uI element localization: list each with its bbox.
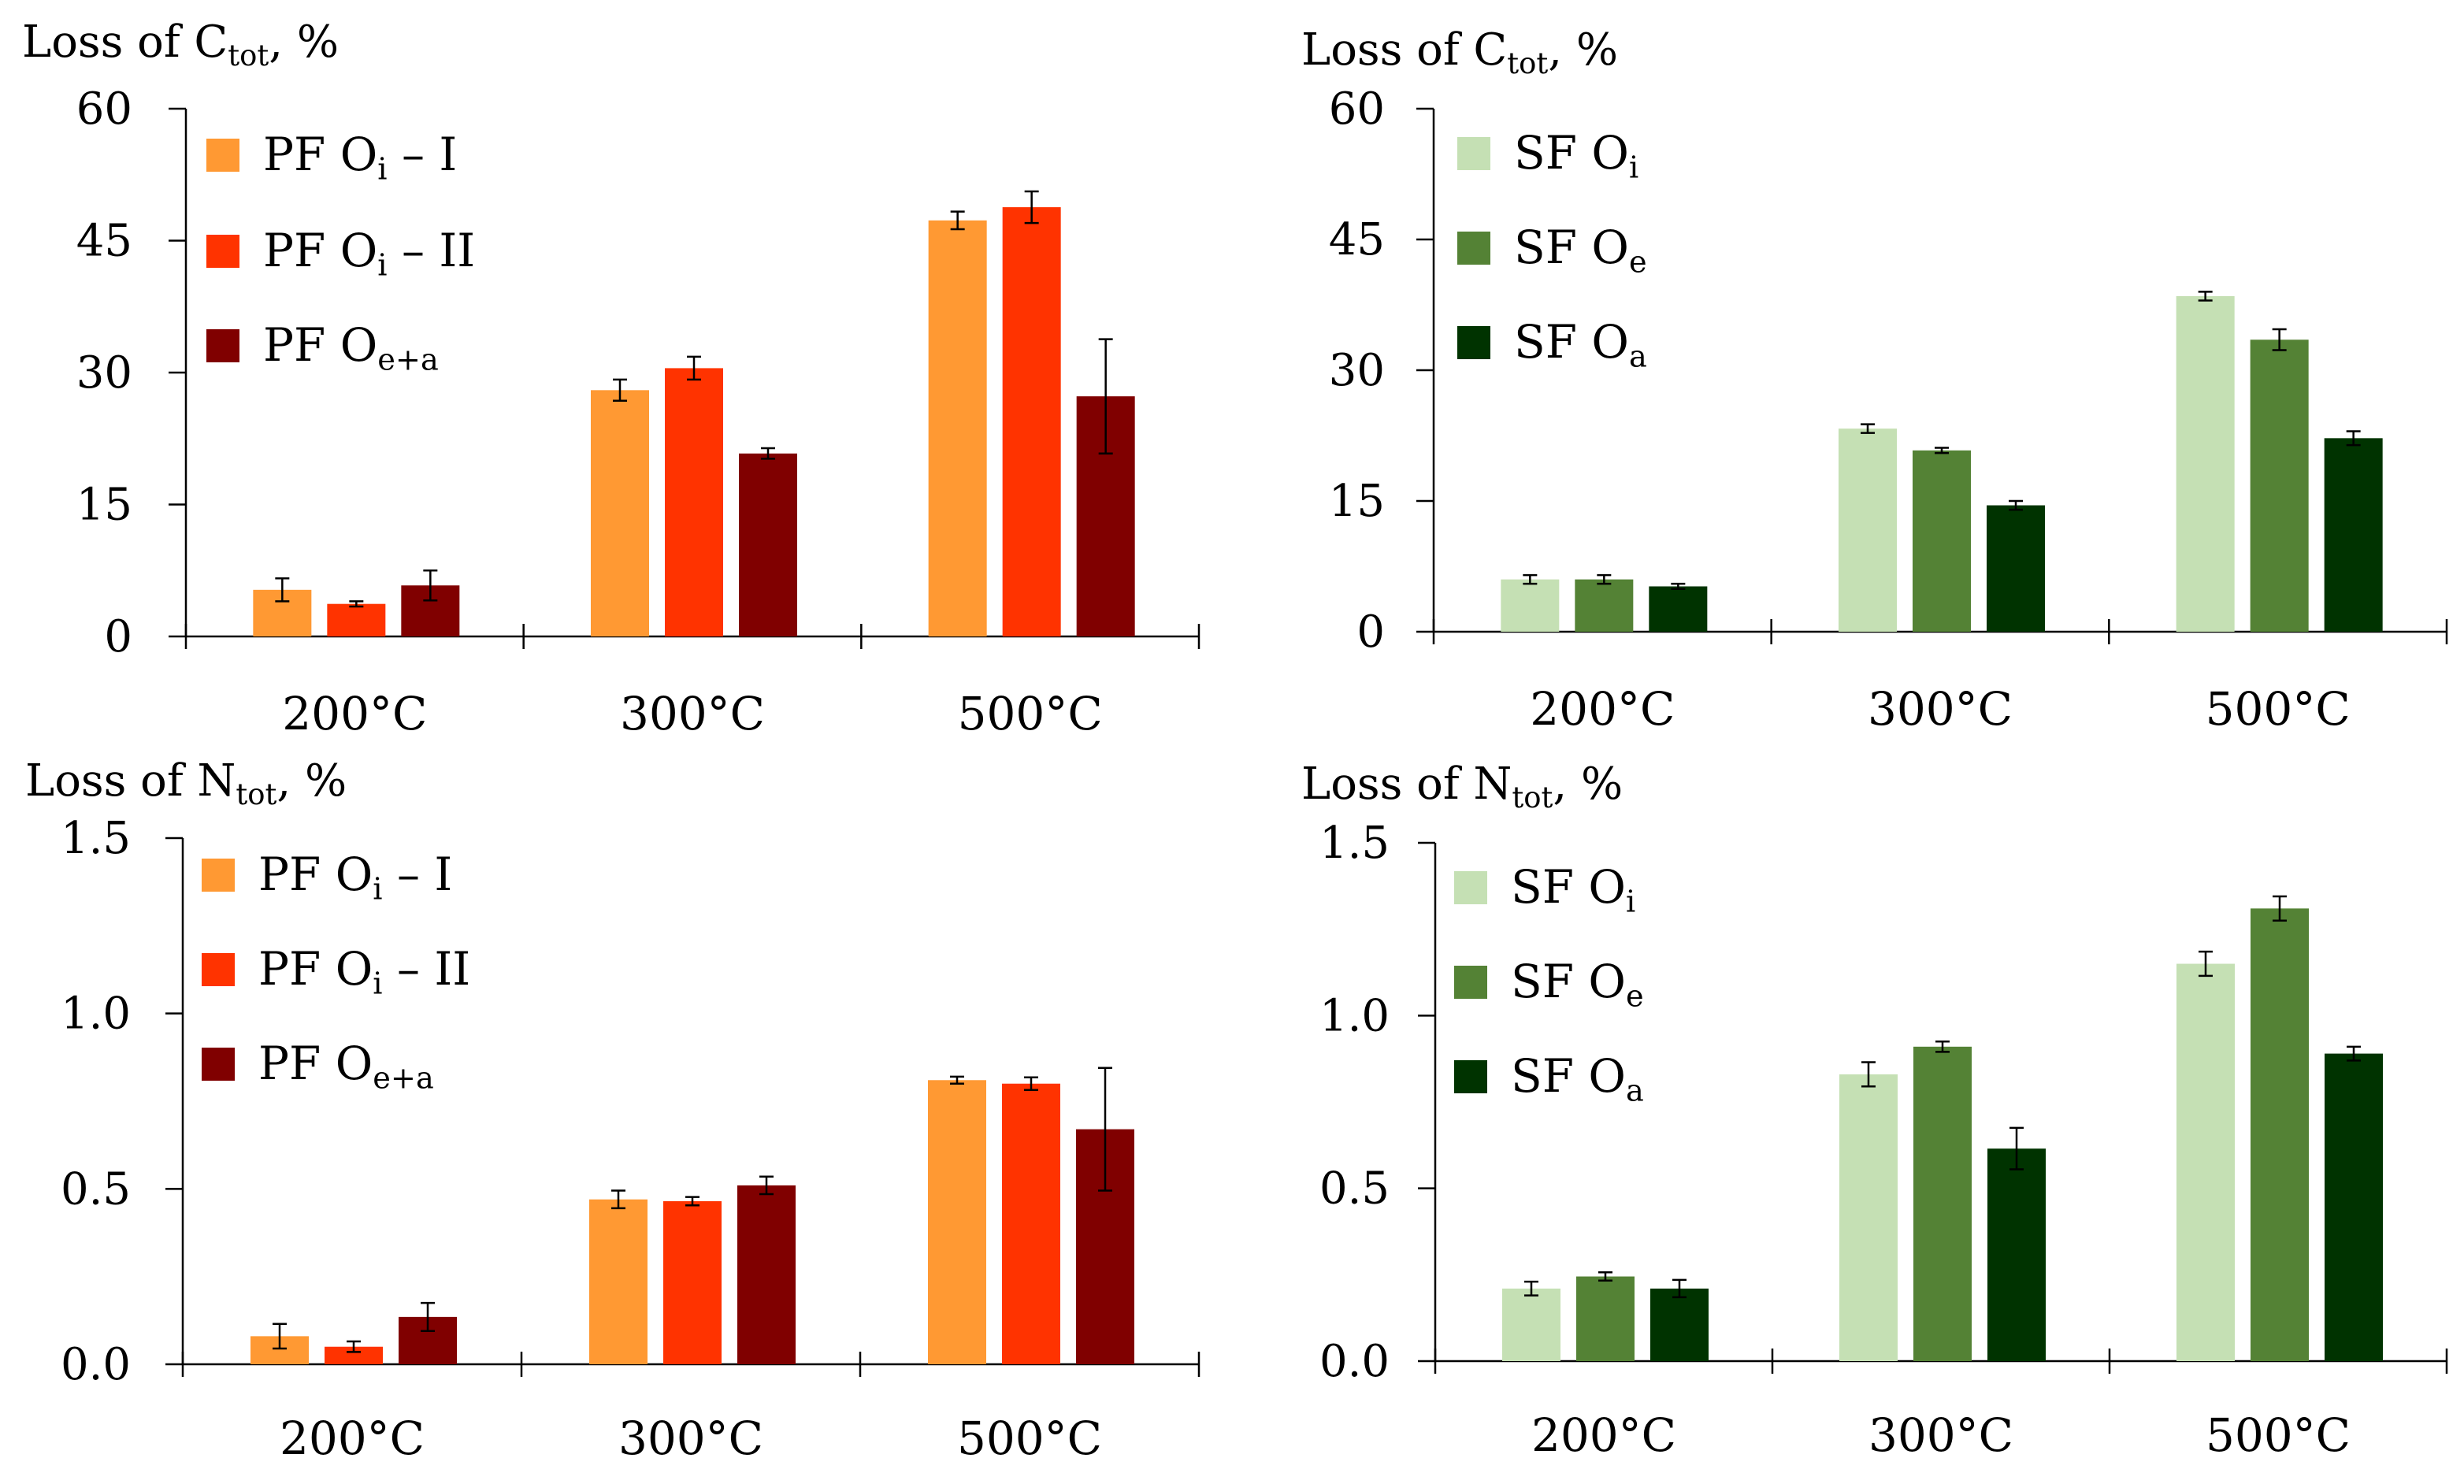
bar-2-2 (665, 368, 723, 636)
x-tick-label: 200°C (280, 1412, 425, 1465)
bar-1-1 (1501, 579, 1560, 632)
y-tick-label: 1.0 (61, 989, 131, 1040)
bar-2-1 (1576, 1276, 1635, 1361)
x-tick-label: 300°C (1868, 1408, 2013, 1462)
x-tick-label: 300°C (1868, 682, 2013, 736)
y-tick-label: 0.0 (61, 1339, 131, 1390)
legend-swatch (1454, 966, 1487, 999)
bar-1-3 (928, 220, 987, 637)
y-tick-label: 30 (76, 347, 132, 399)
legend-label: SF Oa (1511, 1049, 1644, 1109)
x-tick-label: 300°C (620, 687, 765, 740)
x-tick-label: 500°C (2206, 682, 2351, 736)
legend-swatch (1457, 137, 1490, 170)
legend-label: SF Oe (1514, 221, 1647, 280)
chart-title: Loss of Ctot, % (22, 17, 339, 72)
legend: PF Oi – I PF Oi – II PF Oe+a (202, 848, 470, 1096)
bar-3-2 (739, 453, 797, 636)
x-tick-label: 500°C (958, 687, 1103, 740)
x-tick-label: 500°C (2206, 1408, 2351, 1462)
legend-label: PF Oe+a (263, 318, 439, 378)
bar-2-2 (1913, 1046, 1972, 1361)
legend-swatch (1457, 232, 1490, 265)
legend-label: SF Oe (1511, 955, 1644, 1015)
bar-3-1 (1650, 1288, 1709, 1361)
bar-2-1 (325, 1346, 383, 1364)
bar-3-2 (1987, 1148, 2046, 1361)
y-tick-label: 1.5 (61, 813, 131, 864)
y-tick-label: 45 (1329, 214, 1385, 265)
legend-label: PF Oi – II (258, 942, 470, 1002)
legend: PF Oi – I PF Oi – II PF Oe+a (206, 128, 475, 378)
chart-title: Loss of Ntot, % (25, 755, 347, 811)
y-tick-label: 0.0 (1319, 1336, 1390, 1387)
bar-3-3 (2325, 1053, 2383, 1361)
y-tick-label: 0.5 (1319, 1163, 1390, 1215)
legend-swatch (1454, 1060, 1487, 1093)
chart-c-pf: Loss of Ctot, % 0 15 30 45 60 200°C 300°C 500°C P… (22, 17, 1200, 740)
y-tick-label: 1.5 (1319, 818, 1390, 869)
legend-swatch (202, 953, 235, 986)
x-tick-label: 500°C (957, 1412, 1102, 1465)
bar-2-3 (2251, 908, 2309, 1361)
y-tick-label: 60 (1329, 83, 1385, 135)
bar-1-2 (1839, 1074, 1898, 1361)
legend-swatch (202, 1048, 235, 1081)
x-tick-label: 300°C (618, 1412, 763, 1465)
chart-n-sf: Loss of Ntot, % 0.0 0.5 1.0 1.5 200°C 300°C 500… (1301, 759, 2448, 1462)
y-tick-label: 15 (76, 480, 132, 531)
y-tick-label: 0 (1356, 607, 1385, 658)
bar-3-2 (737, 1185, 796, 1364)
legend-label: PF Oe+a (258, 1037, 434, 1096)
bar-1-2 (591, 390, 649, 636)
y-tick-label: 60 (76, 83, 132, 135)
x-tick-label: 200°C (1531, 1408, 1676, 1462)
legend-label: SF Oi (1514, 126, 1638, 186)
legend-swatch (1457, 326, 1490, 359)
y-tick-label: 15 (1329, 476, 1385, 527)
y-tick-label: 45 (76, 216, 132, 267)
bar-1-1 (1502, 1288, 1560, 1361)
legend: SF Oi SF Oe SF Oa (1457, 126, 1647, 375)
bar-2-2 (1913, 450, 1971, 632)
legend-label: PF Oi – I (258, 848, 452, 907)
bar-2-1 (1575, 579, 1634, 632)
chart-c-sf: Loss of Ctot, % 0 15 30 45 60 200°C 300°C 500°C S… (1301, 24, 2448, 736)
legend-label: PF Oi – I (263, 128, 457, 187)
legend-swatch (1454, 871, 1487, 904)
chart-title: Loss of Ntot, % (1301, 759, 1623, 814)
bar-3-2 (1987, 505, 2045, 632)
y-tick-label: 0 (104, 611, 132, 662)
chart-title: Loss of Ctot, % (1301, 24, 1618, 80)
legend-label: PF Oi – II (263, 224, 475, 284)
bar-2-2 (663, 1200, 722, 1364)
bar-2-1 (327, 603, 386, 636)
legend-swatch (206, 139, 239, 172)
x-tick-label: 200°C (1530, 682, 1675, 736)
chart-n-pf: Loss of Ntot, % 0.0 0.5 1.0 1.5 200°C 300°C 500… (25, 755, 1200, 1465)
x-tick-label: 200°C (282, 687, 427, 740)
bar-2-3 (1002, 207, 1061, 637)
legend-label: SF Oa (1514, 315, 1647, 375)
bar-1-3 (2176, 295, 2235, 632)
bar-2-3 (1002, 1083, 1060, 1364)
legend-swatch (206, 235, 239, 268)
legend-swatch (202, 859, 235, 892)
legend: SF Oi SF Oe SF Oa (1454, 860, 1644, 1109)
y-tick-label: 1.0 (1319, 990, 1390, 1041)
bar-1-3 (2176, 963, 2235, 1361)
legend-label: SF Oi (1511, 860, 1635, 920)
bar-2-3 (2250, 339, 2309, 632)
bar-1-2 (589, 1199, 648, 1364)
legend-swatch (206, 329, 239, 362)
y-tick-label: 0.5 (61, 1163, 131, 1215)
y-tick-label: 30 (1329, 345, 1385, 396)
bar-3-1 (1649, 586, 1708, 632)
bar-3-3 (2324, 438, 2383, 632)
bar-1-3 (928, 1080, 986, 1364)
bar-1-2 (1839, 429, 1897, 632)
